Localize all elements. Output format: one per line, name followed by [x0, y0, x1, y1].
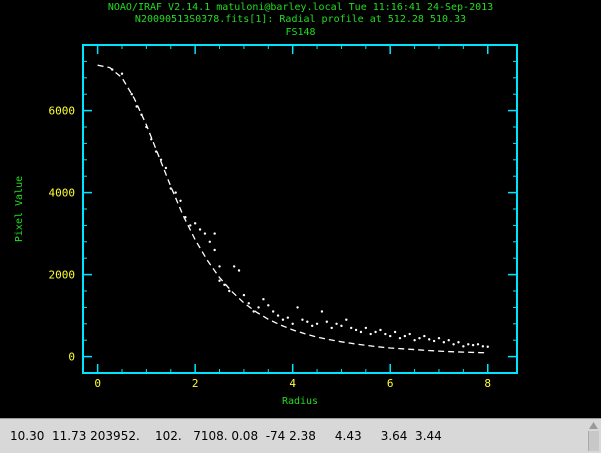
data-point	[364, 326, 368, 330]
data-point	[291, 322, 294, 325]
data-point	[150, 138, 153, 141]
data-point	[223, 283, 226, 287]
data-point	[452, 343, 455, 346]
data-point	[481, 345, 485, 348]
data-point	[306, 320, 309, 323]
data-point	[257, 306, 260, 309]
y-tick-label: 4000	[49, 187, 76, 200]
data-point	[213, 232, 216, 235]
data-point	[174, 191, 177, 194]
fit-curve-group	[97, 64, 488, 354]
y-tick-label: 0	[68, 351, 75, 364]
data-point	[335, 322, 338, 325]
data-point	[228, 289, 231, 293]
x-tick-label: 4	[289, 377, 296, 390]
data-point	[340, 324, 343, 328]
data-point	[457, 341, 460, 344]
data-point	[447, 339, 450, 342]
data-point	[232, 265, 236, 268]
data-point	[398, 336, 402, 340]
data-point	[267, 304, 270, 307]
data-point	[467, 343, 470, 346]
radial-profile-plot: 0 2 4 6 8 0 2000 4000 6000 Radius Pixel Value	[14, 44, 518, 407]
data-point	[276, 314, 280, 317]
data-point	[350, 326, 353, 330]
data-point	[418, 336, 421, 340]
data-point	[423, 334, 426, 338]
fit-curve	[97, 64, 488, 354]
data-point	[471, 343, 475, 347]
x-axis-label: Radius	[282, 396, 318, 407]
data-point	[301, 318, 304, 321]
data-point	[369, 332, 372, 336]
data-point	[198, 228, 202, 231]
data-point	[281, 318, 285, 321]
data-point	[330, 326, 333, 330]
data-point	[432, 339, 436, 343]
plot-frame	[82, 44, 518, 374]
data-point	[393, 330, 397, 334]
graphics-canvas[interactable]: NOAO/IRAF V2.14.1 matuloni@barley.local …	[0, 0, 601, 418]
data-point	[428, 338, 431, 341]
data-point	[354, 328, 358, 332]
data-point	[271, 310, 275, 313]
y-axis-label: Pixel Value	[14, 176, 25, 242]
data-point	[179, 199, 182, 202]
data-point	[315, 322, 319, 325]
data-point	[389, 334, 392, 338]
plot-title-line-2: N20090513S0378.fits[1]: Radial profile a…	[134, 14, 467, 25]
data-point	[437, 336, 441, 340]
status-bar: 10.30 11.73 203952. 102. 7108. 0.08 -74 …	[0, 418, 601, 453]
data-point	[413, 339, 416, 342]
data-point	[242, 293, 246, 297]
data-point	[193, 222, 197, 225]
plot-title-line-3: FS148	[285, 27, 316, 38]
data-point	[486, 345, 489, 348]
data-point	[325, 320, 329, 323]
x-tick-label: 8	[484, 377, 491, 390]
data-point	[359, 330, 363, 334]
data-point	[262, 298, 265, 301]
data-point	[345, 318, 348, 321]
data-point	[130, 93, 133, 96]
data-point	[286, 316, 290, 319]
scroll-up-arrow-icon[interactable]	[588, 421, 599, 430]
data-point	[203, 232, 207, 235]
data-point	[442, 341, 446, 344]
data-point	[476, 343, 480, 346]
data-point	[296, 306, 299, 309]
data-point	[403, 334, 407, 338]
data-point	[120, 72, 124, 75]
plot-title-line-1: NOAO/IRAF V2.14.1 matuloni@barley.local …	[107, 2, 494, 13]
data-point	[189, 224, 192, 227]
y-tick-label: 2000	[49, 269, 76, 282]
data-point	[208, 240, 211, 243]
data-point	[213, 248, 216, 252]
y-tick-label: 6000	[49, 105, 76, 118]
data-point	[252, 310, 255, 313]
data-point	[374, 330, 377, 334]
data-point	[218, 279, 221, 282]
x-tick-label: 6	[387, 377, 394, 390]
plot-axes: 0 2 4 6 8 0 2000 4000 6000 Radius Pixel Value	[14, 44, 518, 407]
x-tick-label: 2	[192, 377, 199, 390]
data-point	[237, 269, 241, 272]
data-point	[310, 324, 314, 328]
data-point	[159, 158, 163, 161]
data-point	[320, 310, 324, 313]
data-point	[247, 302, 250, 305]
x-tick-label: 0	[94, 377, 101, 390]
data-point	[462, 345, 465, 348]
data-point	[379, 328, 382, 332]
data-points	[111, 68, 489, 348]
scrollbar-track[interactable]	[588, 431, 599, 451]
status-readout: 10.30 11.73 203952. 102. 7108. 0.08 -74 …	[10, 429, 442, 443]
data-point	[408, 332, 411, 336]
data-point	[218, 265, 221, 268]
data-point	[164, 166, 168, 170]
data-point	[384, 332, 387, 336]
